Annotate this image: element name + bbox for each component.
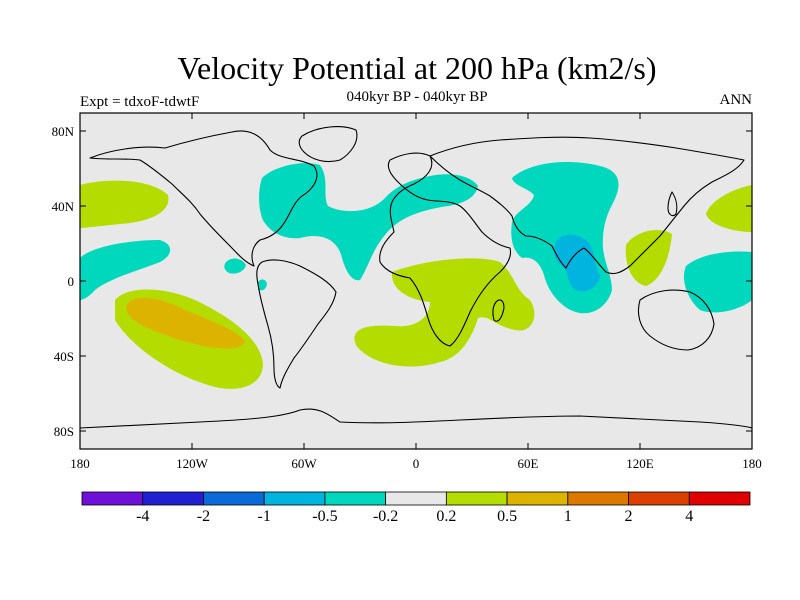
colorbar-label: -1	[258, 508, 271, 525]
lon-tick-label: 120W	[176, 456, 209, 471]
lon-tick-label: 60W	[291, 456, 317, 471]
colorbar-swatch	[688, 491, 751, 506]
colorbar-swatch	[203, 491, 265, 506]
colorbar-label: -0.5	[312, 508, 337, 525]
plot-subtitle: 040kyr BP - 040kyr BP	[346, 89, 488, 105]
coastline-greenland	[298, 126, 358, 163]
positive-region-africa	[354, 258, 535, 367]
colorbar-swatch	[445, 491, 508, 506]
negative-region-west-pacific-island	[224, 258, 246, 274]
coastline-north-america	[89, 130, 318, 267]
positive-region-west-pacific	[625, 229, 672, 286]
lon-tick-label: 180	[742, 456, 762, 471]
strong-positive-region-south-pacific	[126, 297, 245, 349]
positive-region-north-pacific	[80, 180, 169, 228]
colorbar-swatch	[81, 491, 144, 506]
colorbar-swatch	[263, 491, 326, 506]
colorbar-swatch	[567, 491, 629, 506]
colorbar-label: 1	[564, 508, 572, 525]
coastline-asia	[429, 136, 745, 275]
coastline-madagascar	[492, 299, 505, 322]
lon-tick-label: 120E	[626, 456, 654, 471]
colorbar-swatch	[385, 491, 447, 506]
colorbar-swatch	[628, 491, 690, 506]
colorbar-label: 0.2	[436, 508, 456, 525]
colorbar-label: -4	[136, 508, 149, 525]
colorbar-label: -2	[197, 508, 210, 525]
lat-tick-label: 0	[68, 274, 75, 289]
latitude-axis	[80, 130, 752, 432]
season-label: ANN	[719, 92, 753, 108]
lat-tick-label: 80S	[54, 424, 74, 439]
coastline-japan	[667, 191, 678, 217]
colorbar-swatch	[324, 491, 387, 506]
colorbar-swatch	[142, 491, 204, 506]
coastline-south-america	[256, 259, 337, 389]
lon-tick-label: 180	[70, 456, 90, 471]
lon-tick-label: 0	[413, 456, 420, 471]
positive-region-east-edge	[706, 185, 752, 232]
colorbar-swatch	[506, 491, 569, 506]
strong-negative-region-indian-ocean	[554, 234, 600, 292]
negative-region-southwest-pacific	[683, 251, 752, 313]
longitude-axis	[79, 113, 753, 449]
colorbar-label: 4	[685, 508, 693, 525]
colorbar-label: 2	[625, 508, 633, 525]
negative-region-tropical-east-pacific	[80, 240, 171, 300]
contour-fields	[80, 162, 752, 389]
negative-region-north-atlantic	[259, 163, 478, 281]
lat-tick-label: 40N	[52, 199, 75, 214]
lat-tick-label: 80N	[52, 124, 75, 139]
colorbar-label: -0.2	[373, 508, 398, 525]
negative-region-small-patch	[258, 279, 267, 291]
coastline-australia	[637, 289, 715, 351]
lat-tick-label: 40S	[54, 349, 74, 364]
plot-title: Velocity Potential at 200 hPa (km2/s)	[177, 50, 657, 86]
coastlines	[80, 126, 752, 429]
experiment-label: Expt = tdxoF-tdwtF	[80, 94, 200, 110]
coastline-europe-africa	[379, 152, 512, 347]
colorbar-label: 0.5	[497, 508, 517, 525]
lon-tick-label: 60E	[518, 456, 539, 471]
colorbar: -4 -2 -1 -0.5 -0.2 0.2 0.5 1 2 4	[81, 491, 751, 525]
coastline-antarctica	[80, 408, 752, 429]
